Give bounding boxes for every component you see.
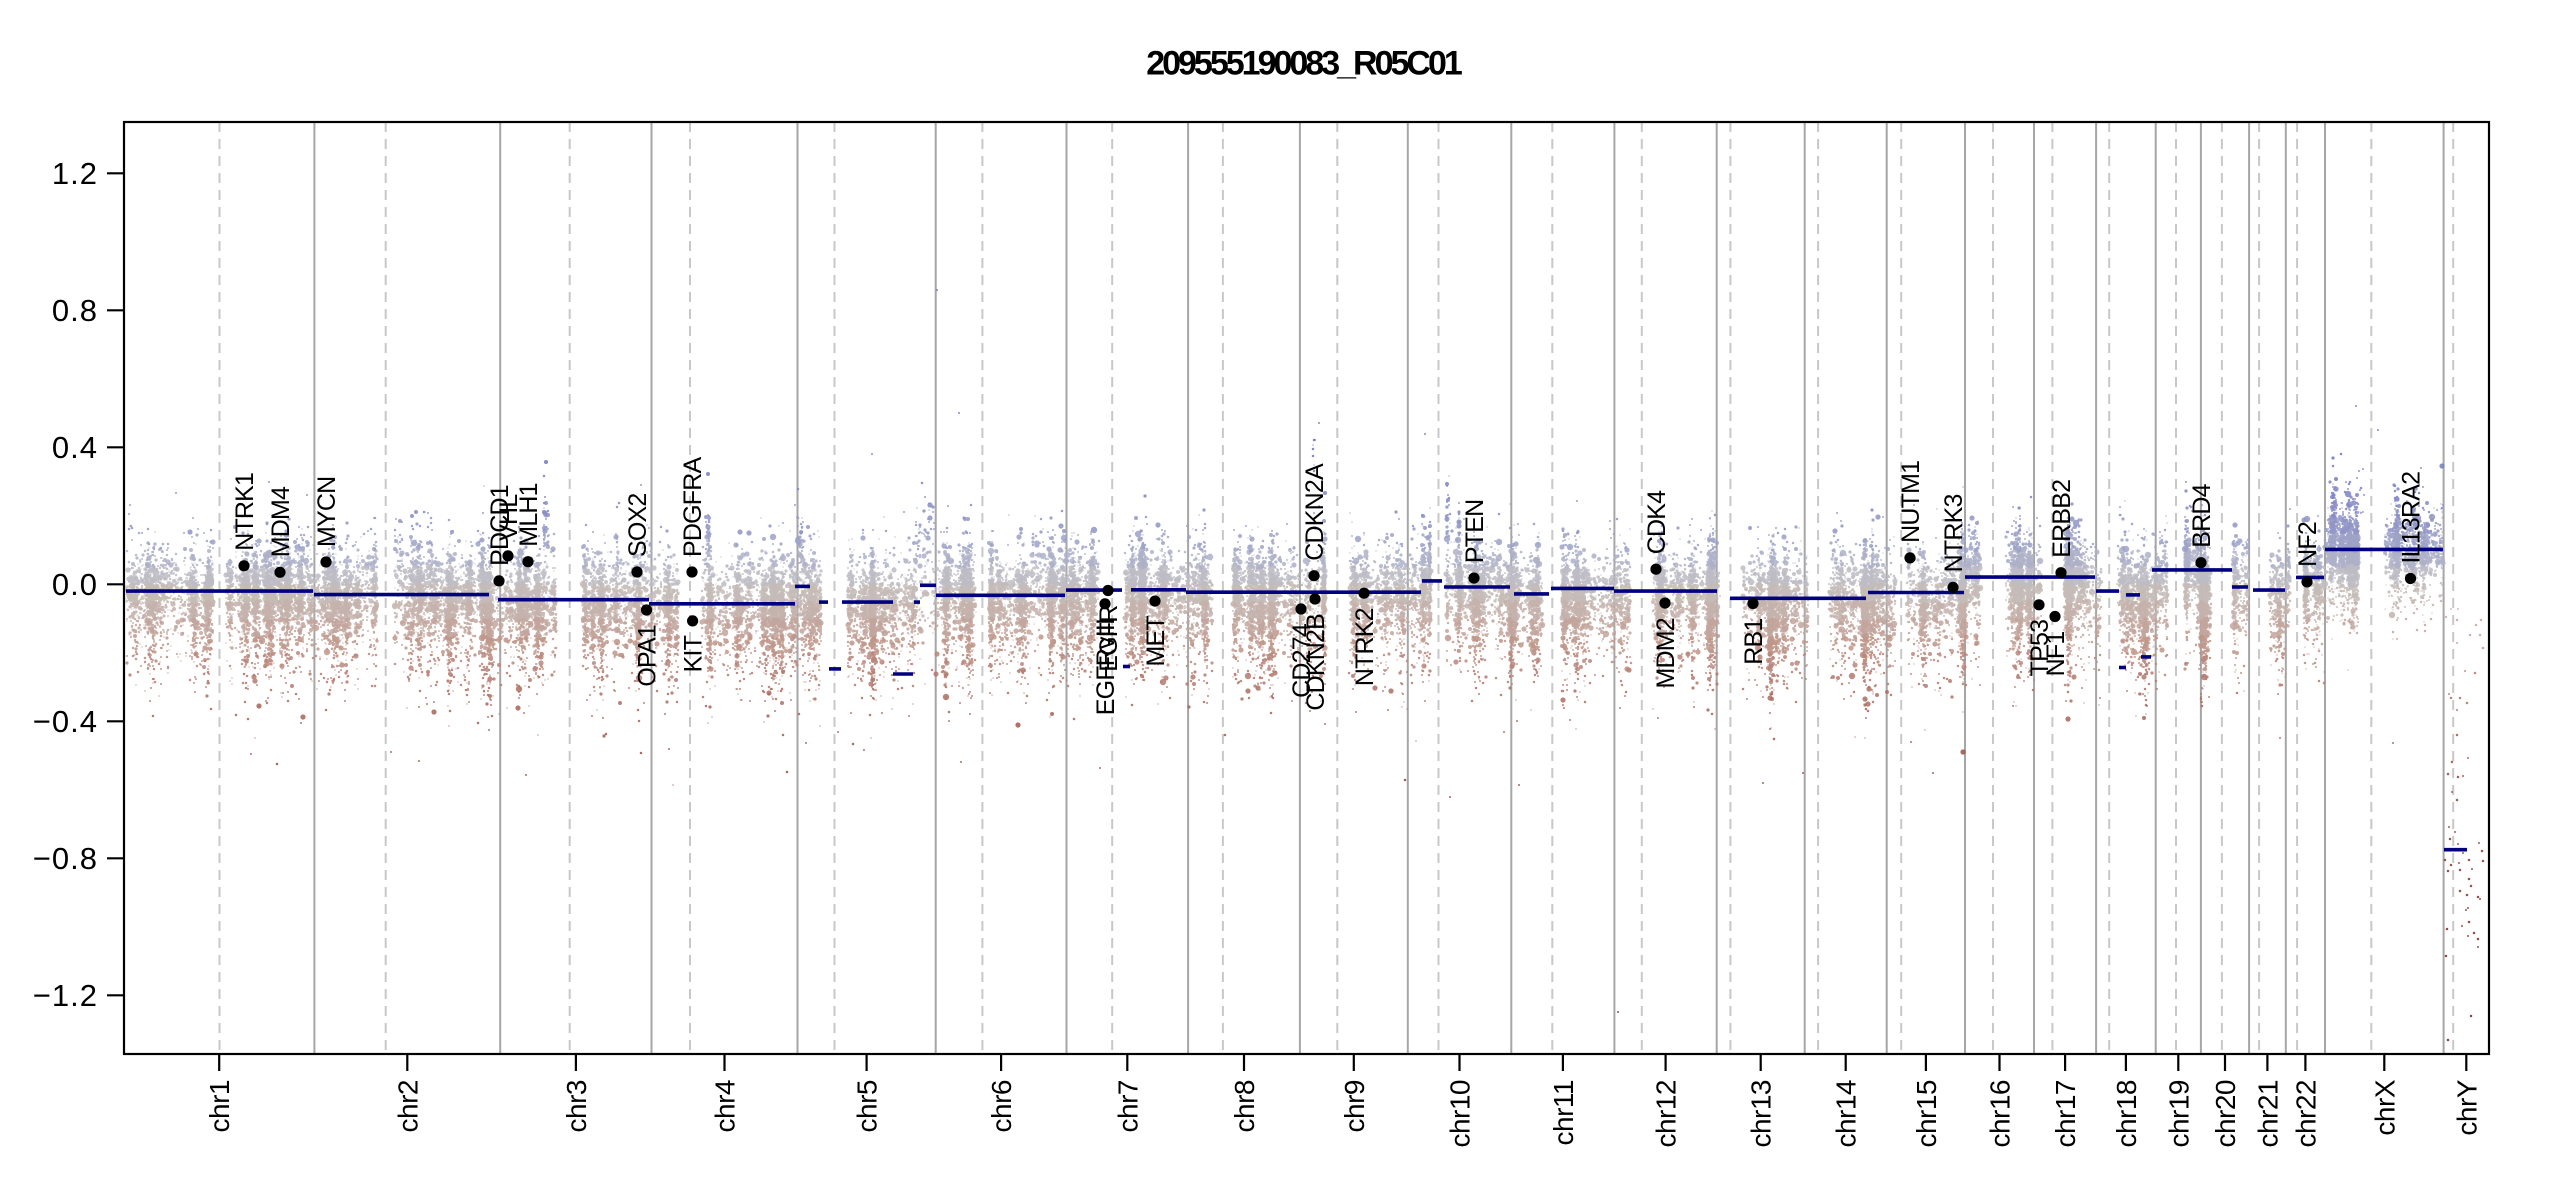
svg-text:chr12: chr12 [1651, 1080, 1682, 1148]
svg-text:CDKN2B: CDKN2B [1302, 614, 1330, 711]
svg-text:chr13: chr13 [1746, 1080, 1777, 1148]
svg-text:chr4: chr4 [710, 1080, 741, 1132]
svg-text:IL13RA2: IL13RA2 [2398, 472, 2426, 564]
svg-text:chr18: chr18 [2111, 1080, 2142, 1148]
svg-text:−0.8: −0.8 [33, 841, 98, 876]
svg-text:CDK4: CDK4 [1643, 490, 1671, 554]
svg-text:chr19: chr19 [2163, 1080, 2194, 1148]
svg-text:1.2: 1.2 [52, 156, 98, 191]
svg-text:−1.2: −1.2 [33, 978, 98, 1013]
svg-text:PDGFRA: PDGFRA [679, 456, 707, 557]
svg-text:MLH1: MLH1 [515, 483, 543, 547]
svg-text:EGFRvIII: EGFRvIII [1092, 619, 1120, 715]
svg-text:KIT: KIT [680, 635, 708, 672]
svg-text:chr21: chr21 [2252, 1080, 2283, 1148]
svg-text:NTRK1: NTRK1 [231, 473, 259, 551]
svg-text:PTEN: PTEN [1461, 500, 1489, 563]
svg-text:OPA1: OPA1 [634, 625, 662, 687]
svg-text:chr16: chr16 [1985, 1080, 2016, 1148]
svg-text:MDM4: MDM4 [267, 486, 295, 557]
svg-text:TP53: TP53 [2026, 620, 2054, 677]
svg-text:−0.4: −0.4 [33, 704, 98, 739]
svg-text:BRD4: BRD4 [2188, 483, 2216, 547]
svg-text:NF1: NF1 [2042, 632, 2070, 677]
svg-text:VHL: VHL [495, 494, 523, 541]
svg-text:0.4: 0.4 [52, 430, 98, 465]
svg-text:chr7: chr7 [1112, 1080, 1143, 1132]
svg-text:chr10: chr10 [1445, 1080, 1476, 1148]
svg-text:MDM2: MDM2 [1652, 618, 1680, 688]
svg-text:CDKN2A: CDKN2A [1301, 463, 1329, 561]
svg-text:0.8: 0.8 [52, 293, 98, 328]
svg-text:chr2: chr2 [392, 1080, 423, 1132]
svg-text:ERBB2: ERBB2 [2048, 480, 2076, 558]
svg-text:NF2: NF2 [2294, 522, 2322, 567]
svg-text:chr20: chr20 [2210, 1080, 2241, 1148]
svg-text:chr22: chr22 [2290, 1080, 2321, 1148]
svg-text:chrX: chrX [2369, 1079, 2400, 1135]
svg-text:chr14: chr14 [1831, 1080, 1862, 1148]
svg-text:MYCN: MYCN [313, 477, 341, 547]
svg-text:chr8: chr8 [1229, 1080, 1260, 1132]
svg-text:RB1: RB1 [1740, 619, 1768, 665]
svg-text:chr17: chr17 [2050, 1080, 2081, 1148]
svg-text:chrY: chrY [2451, 1079, 2482, 1135]
svg-text:MET: MET [1142, 616, 1170, 667]
svg-text:0.0: 0.0 [52, 567, 98, 602]
svg-text:chr15: chr15 [1911, 1080, 1942, 1148]
svg-text:209555190083_R05C01: 209555190083_R05C01 [1146, 45, 1462, 83]
svg-text:chr6: chr6 [986, 1080, 1017, 1132]
svg-text:chr1: chr1 [204, 1080, 235, 1132]
svg-text:chr5: chr5 [852, 1080, 883, 1132]
svg-text:CD274: CD274 [1288, 623, 1316, 698]
svg-text:chr9: chr9 [1339, 1080, 1370, 1132]
svg-text:NTRK3: NTRK3 [1940, 494, 1968, 572]
svg-text:NTRK2: NTRK2 [1351, 608, 1379, 686]
svg-text:chr3: chr3 [561, 1080, 592, 1132]
svg-text:EGFR: EGFR [1095, 606, 1123, 672]
svg-text:NUTM1: NUTM1 [1897, 461, 1925, 543]
svg-text:chr11: chr11 [1548, 1080, 1579, 1145]
svg-text:SOX2: SOX2 [624, 494, 652, 558]
